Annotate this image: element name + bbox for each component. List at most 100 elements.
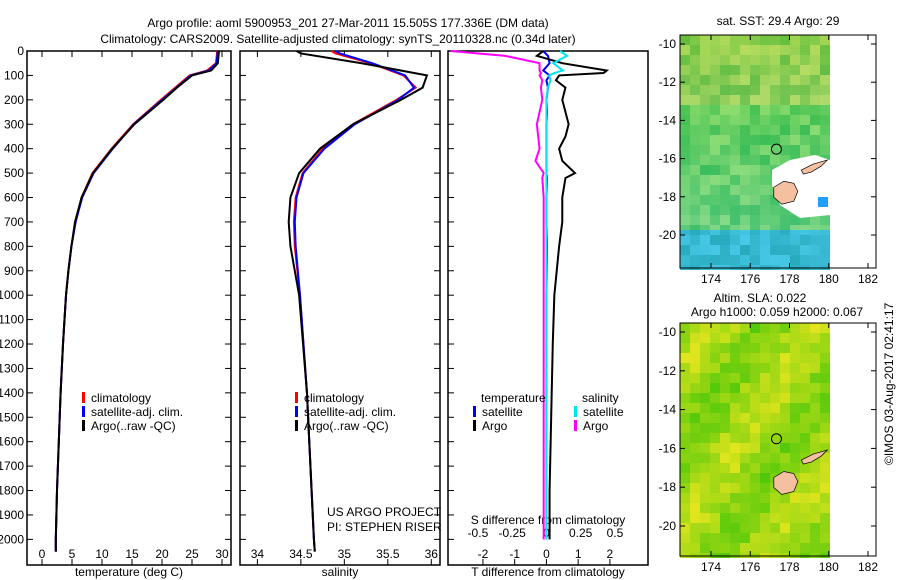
map-cell bbox=[765, 478, 770, 483]
map-cell bbox=[805, 70, 810, 75]
map-cell bbox=[770, 255, 775, 260]
map-cell bbox=[775, 110, 780, 115]
map-cell bbox=[735, 458, 740, 463]
map-cell bbox=[695, 180, 700, 185]
map-cell bbox=[795, 403, 800, 408]
map-cell bbox=[685, 433, 690, 438]
map-cell bbox=[770, 343, 775, 348]
map-cell bbox=[690, 473, 695, 478]
y-tick-label: 1100 bbox=[0, 313, 24, 327]
map-cell bbox=[695, 398, 700, 403]
map-cell bbox=[700, 50, 705, 55]
map-cell bbox=[705, 413, 710, 418]
map-cell bbox=[740, 348, 745, 353]
map-cell bbox=[775, 45, 780, 50]
map-cell bbox=[725, 185, 730, 190]
map-cell bbox=[775, 398, 780, 403]
map-cell bbox=[795, 378, 800, 383]
map-cell bbox=[810, 55, 815, 60]
map-cell bbox=[715, 343, 720, 348]
map-cell bbox=[790, 70, 795, 75]
map-cell bbox=[795, 115, 800, 120]
map-cell bbox=[795, 35, 800, 40]
map-cell bbox=[720, 145, 725, 150]
map-cell bbox=[815, 130, 820, 135]
map-cell bbox=[775, 433, 780, 438]
map-cell bbox=[705, 140, 710, 145]
map-cell bbox=[825, 40, 830, 45]
map-cell bbox=[775, 220, 780, 225]
map-cell bbox=[680, 200, 685, 205]
map-cell bbox=[715, 70, 720, 75]
map-cell bbox=[725, 368, 730, 373]
map-cell bbox=[755, 220, 760, 225]
map-cell bbox=[685, 200, 690, 205]
map-cell bbox=[690, 45, 695, 50]
map-cell bbox=[725, 85, 730, 90]
map-cell bbox=[775, 358, 780, 363]
map-cell bbox=[800, 250, 805, 255]
map-cell bbox=[725, 393, 730, 398]
map-cell bbox=[720, 513, 725, 518]
map-cell bbox=[760, 240, 765, 245]
map-cell bbox=[765, 60, 770, 65]
map-cell bbox=[770, 155, 775, 160]
map-cell bbox=[710, 468, 715, 473]
map-cell bbox=[750, 398, 755, 403]
map-cell bbox=[755, 190, 760, 195]
map-cell bbox=[705, 388, 710, 393]
map-cell bbox=[820, 100, 825, 105]
map-cell bbox=[700, 80, 705, 85]
map-cell bbox=[800, 543, 805, 548]
map-cell bbox=[790, 543, 795, 548]
map-cell bbox=[690, 443, 695, 448]
map-cell bbox=[795, 130, 800, 135]
map-cell bbox=[715, 85, 720, 90]
map-cell bbox=[790, 453, 795, 458]
map-cell bbox=[745, 125, 750, 130]
map-cell bbox=[710, 75, 715, 80]
map-cell bbox=[810, 130, 815, 135]
map-cell bbox=[800, 40, 805, 45]
map-cell bbox=[795, 220, 800, 225]
map-cell bbox=[800, 413, 805, 418]
map-cell bbox=[780, 85, 785, 90]
map-cell bbox=[680, 70, 685, 75]
map-cell bbox=[720, 50, 725, 55]
map-cell bbox=[805, 125, 810, 130]
map-cell bbox=[815, 353, 820, 358]
map-cell bbox=[680, 140, 685, 145]
map-cell bbox=[735, 503, 740, 508]
map-cell bbox=[810, 418, 815, 423]
map-cell bbox=[715, 323, 720, 328]
map-cell bbox=[745, 373, 750, 378]
map-cell bbox=[745, 35, 750, 40]
map-cell bbox=[690, 498, 695, 503]
map-cell bbox=[750, 145, 755, 150]
map-cell bbox=[800, 393, 805, 398]
map-cell bbox=[720, 215, 725, 220]
map-cell bbox=[735, 498, 740, 503]
map-cell bbox=[700, 498, 705, 503]
map-cell bbox=[755, 240, 760, 245]
map-cell bbox=[825, 443, 830, 448]
map-cell bbox=[795, 155, 800, 160]
map-cell bbox=[825, 378, 830, 383]
map-cell bbox=[680, 245, 685, 250]
legend-entry: satellite-adj. clim. bbox=[91, 405, 183, 419]
map-cell bbox=[690, 195, 695, 200]
map-cell bbox=[680, 60, 685, 65]
map-cell bbox=[705, 200, 710, 205]
map-cell bbox=[820, 498, 825, 503]
map-cell bbox=[730, 175, 735, 180]
map-cell bbox=[750, 195, 755, 200]
map-cell bbox=[790, 503, 795, 508]
lat-tick-label: -20 bbox=[659, 519, 677, 533]
map-cell bbox=[805, 260, 810, 265]
map-cell bbox=[720, 150, 725, 155]
map-cell bbox=[795, 250, 800, 255]
map-cell bbox=[725, 35, 730, 40]
map-cell bbox=[695, 338, 700, 343]
map-cell bbox=[695, 403, 700, 408]
map-cell bbox=[785, 428, 790, 433]
